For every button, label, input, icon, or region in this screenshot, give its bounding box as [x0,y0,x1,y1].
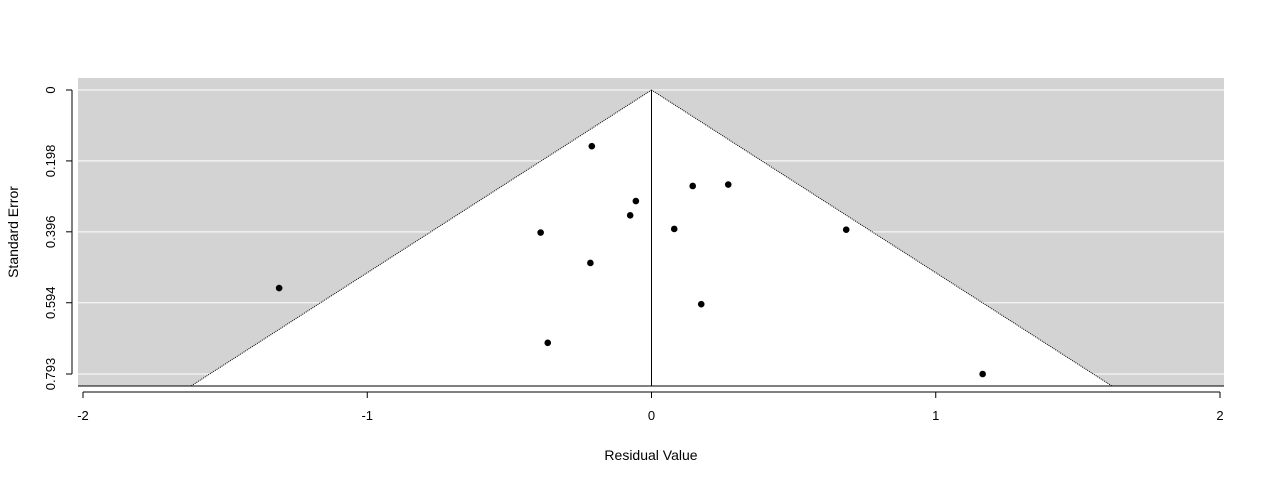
data-point-8 [587,259,594,267]
data-point-10 [697,300,705,308]
x-tick-label-3: 1 [932,408,939,423]
x-tick-label-4: 2 [1216,408,1223,423]
y-axis-title: Standard Error [5,186,21,278]
data-point-12 [979,370,986,378]
data-point-5 [670,225,678,233]
x-tick-label-2: 0 [648,408,655,423]
y-tick-label-2: 0.396 [43,216,58,249]
y-tick-label-4: 0.793 [43,358,58,391]
data-point-11 [544,339,552,347]
data-point-6 [842,226,850,233]
data-point-0 [588,142,596,150]
data-point-7 [537,229,544,236]
y-tick-label-0: 0 [43,86,58,93]
x-tick-label-1: -1 [361,408,373,423]
data-point-9 [275,284,283,292]
x-axis-title: Residual Value [604,447,697,463]
x-axis: -2 -1 0 1 2 [77,391,1224,423]
y-tick-label-3: 0.594 [43,286,58,319]
y-axis: 0 0.198 0.396 0.594 0.793 [43,86,73,391]
funnel-right-bound [651,89,1113,387]
plot-region [78,78,1224,387]
data-point-3 [632,197,640,205]
x-tick-label-0: -2 [77,408,89,423]
y-tick-label-1: 0.198 [43,145,58,178]
data-point-2 [689,182,697,190]
funnel-left-bound [190,89,652,387]
data-point-1 [724,181,732,188]
data-point-4 [626,212,634,219]
